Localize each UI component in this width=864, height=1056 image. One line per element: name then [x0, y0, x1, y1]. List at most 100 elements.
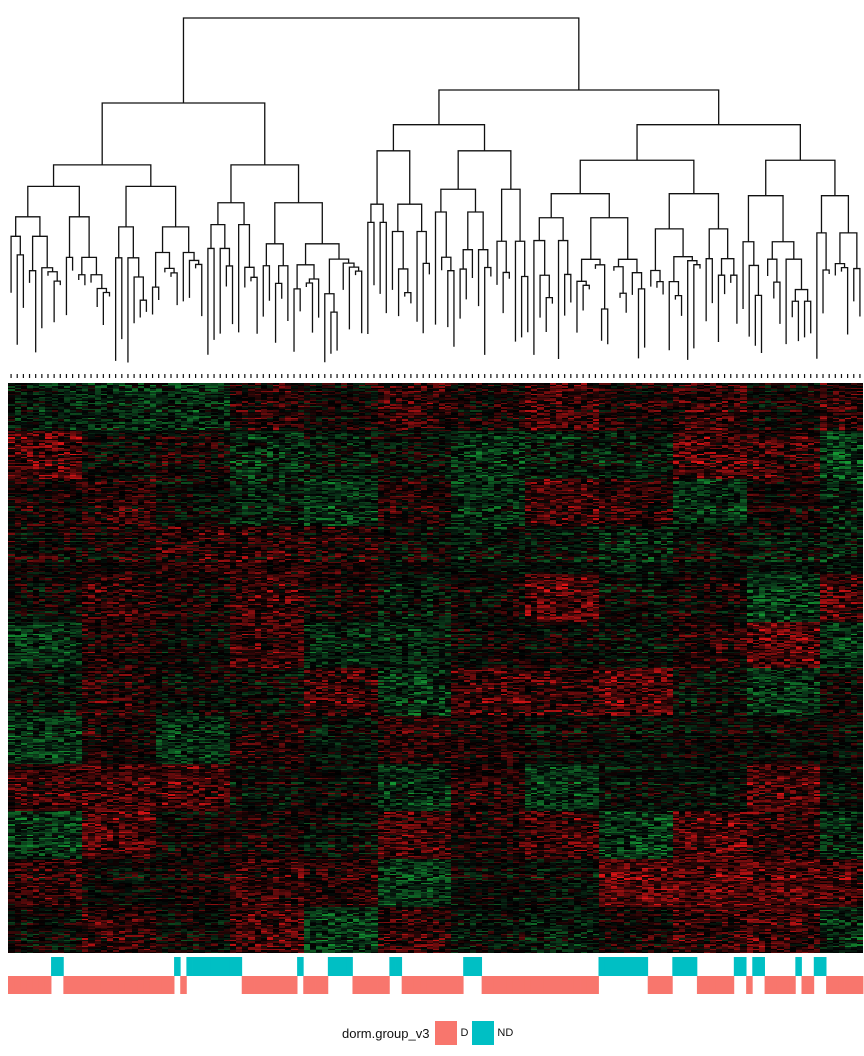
annotation-cell-d — [112, 976, 120, 994]
annotation-cell-nd — [57, 957, 64, 976]
dendrogram-branch — [631, 272, 643, 295]
annotation-cell-d — [38, 976, 46, 994]
annotation-cell-d — [278, 976, 286, 994]
annotation-cell-d — [44, 976, 52, 994]
annotation-cell-d — [432, 976, 439, 994]
dendrogram-branch — [102, 291, 111, 326]
annotation-cell-d — [783, 976, 790, 994]
annotation-cell-nd — [672, 957, 679, 976]
annotation-cell-nd — [616, 957, 624, 976]
annotation-cell-nd — [217, 957, 224, 976]
dendrogram-branch — [514, 240, 526, 342]
annotation-cell-d — [63, 976, 70, 994]
dendrogram-branch — [564, 273, 572, 316]
annotation-cell-d — [407, 976, 415, 994]
dendrogram-branch — [708, 228, 729, 259]
dendrogram-branch — [440, 188, 477, 213]
annotation-cell-nd — [204, 957, 212, 976]
dendrogram-branch — [457, 150, 512, 190]
dendrogram-branch — [820, 195, 850, 233]
dendrogram-branch — [422, 262, 430, 334]
dendrogram-branch — [262, 265, 271, 317]
dendrogram-branch — [250, 276, 258, 334]
dendrogram-branch — [28, 270, 37, 353]
dendrogram-branch — [230, 164, 300, 203]
annotation-cell-nd — [346, 957, 353, 976]
annotation-cell-nd — [475, 957, 483, 976]
annotation-cell-d — [284, 976, 292, 994]
annotation-cell-d — [487, 976, 495, 994]
dendrogram-branch — [853, 267, 861, 317]
dendrogram-branch — [717, 274, 726, 343]
dendrogram-branch — [839, 232, 858, 269]
dendrogram-branch — [170, 272, 178, 306]
dendrogram-branch — [367, 221, 375, 335]
annotation-cell-d — [124, 976, 132, 994]
dendrogram-branch — [822, 269, 830, 314]
annotation-cell-d — [241, 976, 249, 994]
annotation-cell-d — [266, 976, 273, 994]
annotation-cell-d — [512, 976, 519, 994]
annotation-cell-d — [506, 976, 513, 994]
dendrogram-branch — [15, 216, 41, 237]
annotation-cell-nd — [186, 957, 193, 976]
annotation-cell-d — [444, 976, 452, 994]
annotation-cell-d — [696, 976, 704, 994]
dendrogram-branch — [188, 259, 200, 298]
annotation-cell-d — [352, 976, 360, 994]
annotation-cell-nd — [629, 957, 636, 976]
annotation-legend: dorm.group_v3 D ND — [342, 1020, 517, 1046]
annotation-cell-d — [832, 976, 839, 994]
annotation-cell-d — [850, 976, 858, 994]
dendrogram-branch — [53, 280, 61, 323]
annotation-cell-d — [364, 976, 372, 994]
annotation-cell-nd — [739, 957, 747, 976]
annotation-cell-d — [776, 976, 784, 994]
annotation-cell-d — [481, 976, 489, 994]
annotation-cell-d — [358, 976, 366, 994]
annotation-cell-d — [426, 976, 433, 994]
annotation-cell-d — [555, 976, 562, 994]
annotation-cell-nd — [813, 957, 821, 976]
dendrogram-branch — [293, 288, 301, 352]
annotation-cell-d — [647, 976, 655, 994]
dendrogram-branch — [742, 241, 755, 309]
annotation-cell-d — [493, 976, 501, 994]
dendrogram-branch — [668, 280, 680, 351]
dendrogram-branch — [654, 228, 684, 271]
dendrogram-branch — [52, 164, 152, 187]
annotation-cell-d — [131, 976, 138, 994]
dendrogram-branch — [225, 265, 234, 325]
dendrogram-branch — [397, 203, 423, 232]
dendrogram-branch — [619, 292, 627, 313]
annotation-cell-d — [838, 976, 845, 994]
dendrogram-branch — [370, 203, 384, 223]
dendrogram-branch — [219, 247, 231, 334]
dendrogram-branch — [78, 274, 86, 286]
annotation-cell-nd — [395, 957, 403, 976]
annotation-cell-d — [75, 976, 83, 994]
dendrogram-branch — [668, 193, 720, 229]
legend-label-nd: ND — [497, 1027, 514, 1039]
dendrogram-branch — [308, 278, 320, 318]
annotation-cell-d — [789, 976, 796, 994]
dendrogram-branch — [771, 241, 795, 260]
annotation-cell-d — [561, 976, 569, 994]
dendrogram-branch — [434, 211, 447, 325]
annotation-cell-d — [457, 976, 464, 994]
annotation-cell-nd — [389, 957, 396, 976]
dendrogram-branch — [296, 264, 315, 289]
annotation-cell-d — [137, 976, 144, 994]
dendrogram-branch — [794, 288, 809, 302]
dendrogram-branch — [803, 300, 812, 338]
annotation-cell-nd — [469, 957, 476, 976]
annotation-cell-d — [856, 976, 864, 994]
dendrogram-branch — [545, 296, 554, 333]
dendrogram-branch — [277, 265, 289, 321]
annotation-cell-d — [709, 976, 716, 994]
annotation-cell-nd — [192, 957, 200, 976]
annotation-cell-d — [518, 976, 526, 994]
dendrogram-branch — [674, 294, 683, 316]
annotation-cell-d — [703, 976, 710, 994]
annotation-cell-nd — [198, 957, 206, 976]
